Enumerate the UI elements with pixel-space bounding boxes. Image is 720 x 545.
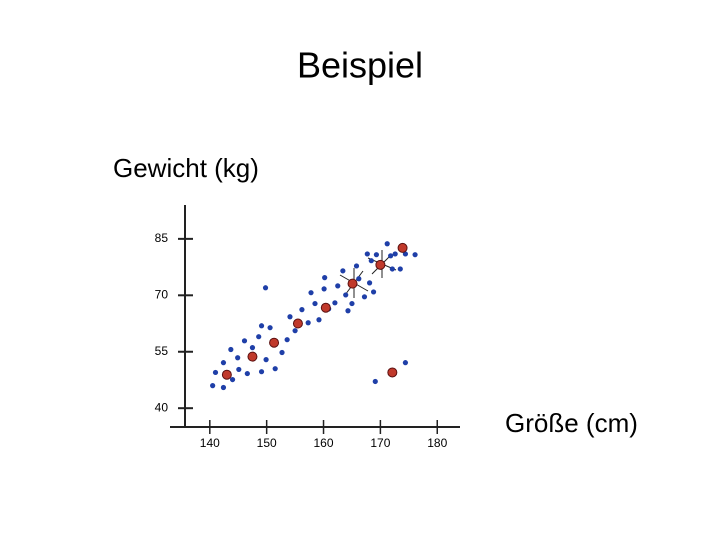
point [312, 300, 318, 307]
point [347, 278, 358, 289]
point [389, 266, 395, 272]
y-tick-label: 70 [155, 287, 169, 301]
point [256, 334, 262, 340]
point [332, 300, 338, 306]
point [263, 357, 269, 363]
point [366, 280, 373, 286]
point [220, 384, 227, 391]
x-tick-label: 180 [427, 436, 447, 450]
point [345, 308, 351, 314]
point [370, 289, 377, 295]
point [236, 366, 242, 373]
point [356, 276, 362, 282]
point [387, 367, 398, 378]
point [267, 325, 273, 331]
point [335, 283, 341, 289]
x-axis-label: Größe (cm) [505, 408, 638, 438]
point [292, 328, 298, 334]
point [368, 258, 374, 264]
y-tick-label: 40 [155, 400, 169, 414]
point [258, 323, 265, 329]
point [241, 338, 248, 344]
point [373, 252, 380, 258]
point [287, 314, 293, 320]
point [221, 369, 232, 380]
point [320, 302, 331, 313]
point [228, 346, 234, 353]
point [364, 251, 370, 257]
x-tick-label: 150 [257, 436, 277, 450]
point [349, 300, 355, 307]
axes [170, 205, 460, 428]
y-tick-label: 85 [155, 231, 169, 245]
point [388, 253, 394, 259]
y-axis-label: Gewicht (kg) [113, 153, 259, 183]
x-tick-label: 140 [200, 436, 220, 450]
point [220, 360, 227, 366]
point [292, 318, 303, 329]
point [212, 369, 219, 376]
point [235, 355, 241, 361]
point [262, 285, 269, 291]
point [397, 242, 408, 253]
star-lines [339, 250, 397, 298]
point [372, 378, 378, 385]
point [340, 268, 346, 274]
point [316, 317, 322, 323]
point [269, 337, 280, 348]
point [343, 292, 349, 298]
point [244, 370, 250, 377]
point [272, 366, 278, 372]
point [299, 307, 305, 313]
point [361, 294, 368, 300]
point [392, 251, 398, 257]
point [353, 263, 360, 269]
y-tick-label: 55 [155, 344, 169, 358]
x-tick-label: 160 [314, 436, 334, 450]
point [412, 252, 418, 258]
point [384, 241, 390, 247]
point [229, 376, 236, 383]
point [284, 337, 290, 343]
point [308, 290, 314, 296]
x-tick-label: 170 [370, 436, 390, 450]
point [397, 266, 403, 272]
point [322, 275, 328, 281]
point [279, 349, 285, 356]
point [402, 360, 409, 366]
point [375, 259, 386, 270]
point [249, 345, 256, 351]
point [247, 351, 258, 362]
slide-title: Beispiel [297, 45, 423, 86]
point [258, 369, 265, 375]
point [305, 320, 311, 326]
point [321, 286, 327, 292]
point [210, 383, 216, 389]
